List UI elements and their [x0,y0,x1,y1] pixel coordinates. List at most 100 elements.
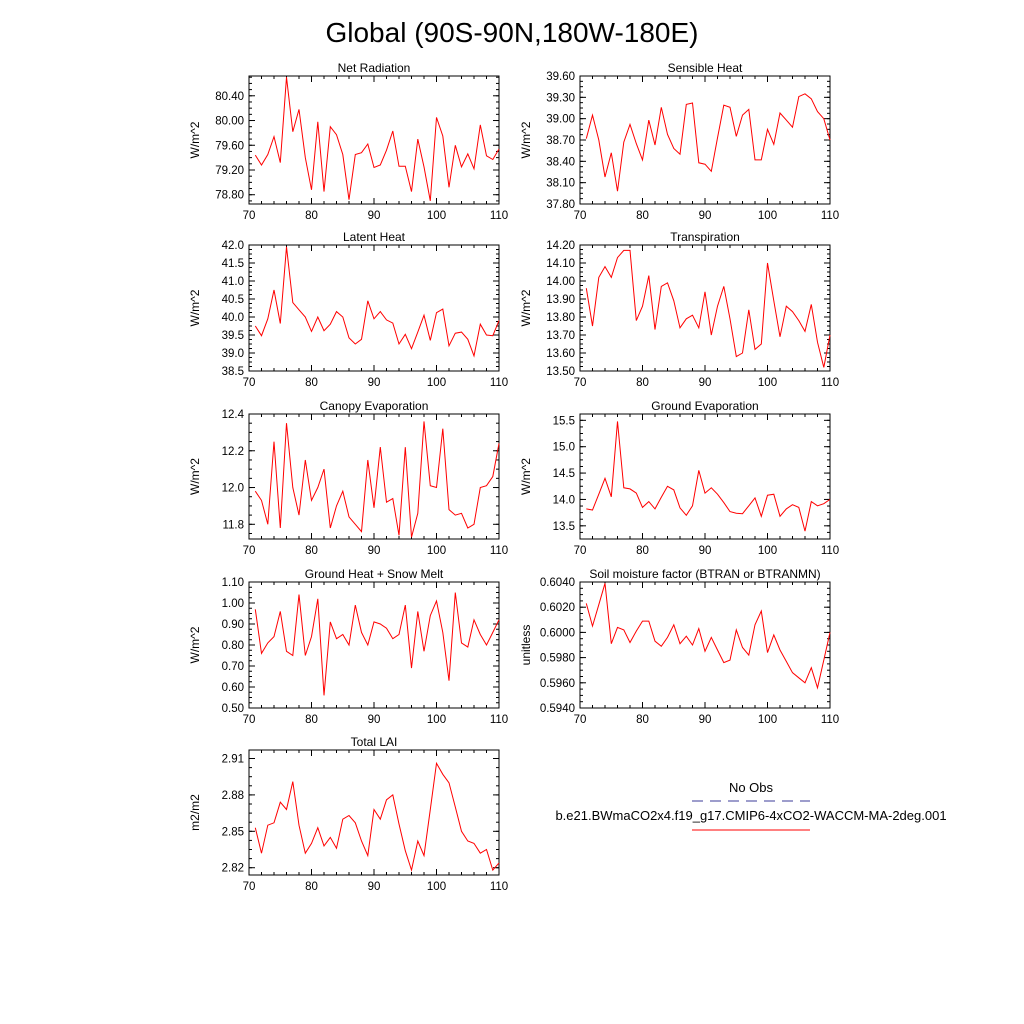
x-tick-label: 80 [305,714,318,726]
x-tick-label: 100 [427,377,446,389]
x-tick-label: 100 [427,545,446,557]
y-tick-label: 39.60 [546,71,575,83]
legend-entry-0-label: No Obs [729,780,774,795]
y-axis-label: W/m^2 [519,289,533,326]
y-tick-label: 2.88 [222,790,244,802]
y-tick-label: 12.2 [222,446,244,458]
x-tick-label: 70 [243,545,256,557]
series-line-0 [254,761,500,873]
chart-panel-7: 70 80 90 100 110 0.5940 0.5960 0.5980 0.6000 0.60… [519,567,839,726]
y-tick-label: 1.00 [222,598,244,610]
x-tick-label: 110 [490,714,508,726]
x-tick-label: 90 [368,377,381,389]
x-tick-label: 70 [243,714,256,726]
y-tick-label: 13.5 [553,521,575,533]
y-tick-label: 14.20 [546,240,575,252]
x-tick-label: 110 [490,545,508,557]
y-tick-label: 40.0 [222,312,244,324]
x-tick-label: 110 [821,210,839,222]
y-tick-label: 15.5 [553,415,575,427]
x-tick-label: 70 [574,210,587,222]
y-tick-label: 0.6000 [540,627,575,639]
y-tick-label: 14.00 [546,276,575,288]
y-tick-label: 2.91 [222,753,244,765]
y-tick-label: 0.6040 [540,577,575,589]
y-tick-label: 41.5 [222,258,244,270]
y-axis-label: W/m^2 [188,289,202,326]
plot-frame [579,581,831,709]
y-tick-label: 13.80 [546,312,575,324]
chart-panel-5: 70 80 90 100 110 13.5 14.0 14.5 15.0 15.5 Ground E… [519,399,839,557]
x-tick-label: 100 [427,210,446,222]
y-axis-label: W/m^2 [519,121,533,158]
plot-frame [248,75,500,205]
x-tick-label: 70 [243,377,256,389]
plot-frame [248,244,500,372]
x-tick-label: 100 [758,210,777,222]
y-tick-label: 13.50 [546,366,575,378]
figure-title: Global (90S-90N,180W-180E) [325,17,698,48]
y-tick-label: 14.0 [553,494,575,506]
y-tick-label: 38.10 [546,178,575,190]
plot-frame [248,581,500,709]
series-line-0 [585,93,831,192]
y-axis-label: m2/m2 [188,794,202,831]
chart-panel-4: 70 80 90 100 110 11.8 12.0 12.2 12.4 Canopy Evapo… [188,399,508,557]
x-tick-label: 110 [821,714,839,726]
x-tick-label: 80 [305,881,318,893]
y-tick-label: 38.40 [546,156,575,168]
legend-entry-1-label: b.e21.BWmaCO2x4.f19_g17.CMIP6-4xCO2-WACC… [555,808,946,823]
x-tick-label: 90 [368,714,381,726]
y-tick-label: 0.6020 [540,602,575,614]
x-tick-label: 70 [574,714,587,726]
x-tick-label: 110 [490,210,508,222]
panel-title: Total LAI [351,735,398,749]
x-tick-label: 70 [243,881,256,893]
panel-title: Sensible Heat [668,61,743,75]
y-tick-label: 79.20 [215,165,244,177]
panels-group: 70 80 90 100 110 78.80 79.20 79.60 80.00 80.40 Net… [188,61,839,893]
series-line-0 [254,421,500,538]
panel-title: Canopy Evaporation [320,399,429,413]
x-tick-label: 100 [427,714,446,726]
y-tick-label: 39.30 [546,92,575,104]
y-axis-label: W/m^2 [188,458,202,495]
y-axis-label: W/m^2 [188,121,202,158]
x-tick-label: 80 [636,377,649,389]
chart-panel-0: 70 80 90 100 110 78.80 79.20 79.60 80.00 80.40 Net… [188,61,508,222]
y-tick-label: 13.60 [546,348,575,360]
x-tick-label: 100 [427,881,446,893]
chart-panel-1: 70 80 90 100 110 37.80 38.10 38.40 38.70 39.00 39.… [519,61,839,222]
x-tick-label: 80 [636,714,649,726]
y-tick-label: 12.4 [222,409,245,421]
x-tick-label: 70 [243,210,256,222]
y-tick-label: 0.70 [222,661,244,673]
x-tick-label: 90 [368,210,381,222]
panel-title: Soil moisture factor (BTRAN or BTRANMN) [589,567,820,581]
plot-frame [579,244,831,372]
y-axis-label: W/m^2 [188,626,202,663]
x-tick-label: 80 [305,210,318,222]
y-tick-label: 41.0 [222,276,244,288]
y-tick-label: 13.90 [546,294,575,306]
x-tick-label: 90 [699,377,712,389]
x-tick-label: 80 [636,210,649,222]
y-axis-label: unitless [519,625,533,666]
series-line-0 [585,249,831,368]
x-tick-label: 110 [821,545,839,557]
plot-frame [248,413,500,540]
x-tick-label: 80 [636,545,649,557]
chart-panel-2: 70 80 90 100 110 38.5 39.0 39.5 40.0 40.5 41.0 41.5… [188,230,508,389]
series-line-0 [585,583,831,690]
y-tick-label: 2.85 [222,826,244,838]
panel-title: Ground Evaporation [651,399,758,413]
y-tick-label: 37.80 [546,199,575,211]
y-tick-label: 38.70 [546,135,575,147]
series-line-0 [254,77,500,201]
series-line-0 [586,421,831,532]
x-tick-label: 90 [368,881,381,893]
chart-panel-3: 70 80 90 100 110 13.50 13.60 13.70 13.80 13.90 14.… [519,230,839,389]
plot-frame [579,413,831,540]
x-tick-label: 70 [574,377,587,389]
y-tick-label: 39.5 [222,330,244,342]
